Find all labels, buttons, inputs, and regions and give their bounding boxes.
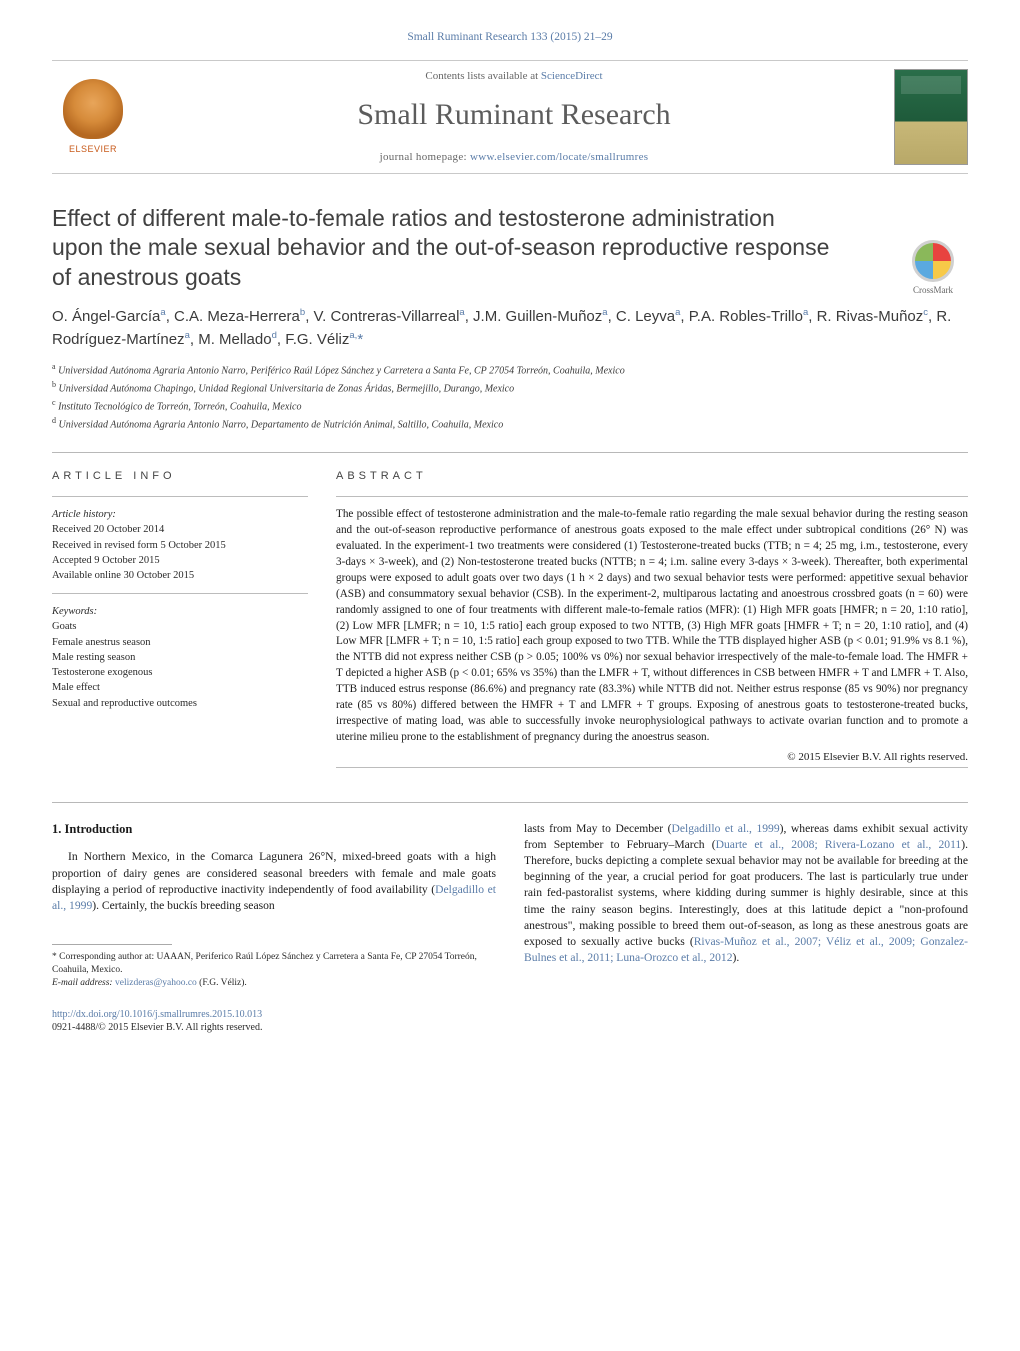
history-revised: Received in revised form 5 October 2015 — [52, 540, 226, 551]
corr-author-text: * Corresponding author at: UAAAN, Perife… — [52, 952, 477, 975]
divider — [336, 767, 968, 768]
publisher-logo-text: ELSEVIER — [69, 143, 117, 155]
intro-paragraph-right: lasts from May to December (Delgadillo e… — [524, 821, 968, 967]
intro-paragraph-left: In Northern Mexico, in the Comarca Lagun… — [52, 849, 496, 914]
abstract-text: The possible effect of testosterone admi… — [336, 507, 968, 746]
doi-block: http://dx.doi.org/10.1016/j.smallrumres.… — [52, 1008, 496, 1035]
affiliation-item: d Universidad Autónoma Agraria Antonio N… — [52, 415, 968, 433]
affiliation-item: a Universidad Autónoma Agraria Antonio N… — [52, 361, 968, 379]
sciencedirect-link[interactable]: ScienceDirect — [541, 70, 603, 82]
divider — [336, 496, 968, 497]
journal-name: Small Ruminant Research — [154, 95, 874, 136]
publisher-logo: ELSEVIER — [52, 72, 134, 162]
journal-citation: Small Ruminant Research 133 (2015) 21–29 — [52, 30, 968, 46]
intro-text-tail: ). Certainly, the buckís breeding season — [92, 899, 274, 912]
journal-homepage-link[interactable]: www.elsevier.com/locate/smallrumres — [470, 151, 648, 163]
intro-text: ). — [733, 951, 740, 964]
keyword-item: Goats — [52, 619, 308, 634]
email-label: E-mail address: — [52, 978, 115, 988]
abstract-head: ABSTRACT — [336, 469, 968, 484]
history-online: Available online 30 October 2015 — [52, 570, 194, 581]
keywords-block: Keywords: GoatsFemale anestrus seasonMal… — [52, 604, 308, 711]
elsevier-tree-icon — [63, 79, 123, 139]
issn-copyright-line: 0921-4488/© 2015 Elsevier B.V. All right… — [52, 1022, 262, 1033]
journal-header: ELSEVIER Contents lists available at Sci… — [52, 60, 968, 174]
crossmark-widget[interactable]: CrossMark — [898, 240, 968, 296]
keyword-item: Female anestrus season — [52, 635, 308, 650]
affiliation-item: c Instituto Tecnológico de Torreón, Torr… — [52, 397, 968, 415]
homepage-prefix: journal homepage: — [380, 151, 470, 163]
doi-link[interactable]: http://dx.doi.org/10.1016/j.smallrumres.… — [52, 1009, 262, 1020]
abstract-copyright: © 2015 Elsevier B.V. All rights reserved… — [336, 750, 968, 765]
journal-homepage-line: journal homepage: www.elsevier.com/locat… — [154, 150, 874, 165]
section-heading-introduction: 1. Introduction — [52, 821, 496, 838]
footnote-separator — [52, 944, 172, 945]
affiliation-item: b Universidad Autónoma Chapingo, Unidad … — [52, 379, 968, 397]
article-history: Article history: Received 20 October 201… — [52, 507, 308, 583]
keyword-item: Male resting season — [52, 650, 308, 665]
history-received: Received 20 October 2014 — [52, 524, 164, 535]
email-author: (F.G. Véliz). — [197, 978, 247, 988]
history-accepted: Accepted 9 October 2015 — [52, 555, 160, 566]
intro-text: ). Therefore, bucks depicting a complete… — [524, 838, 968, 948]
crossmark-icon — [912, 240, 954, 282]
affiliation-list: a Universidad Autónoma Agraria Antonio N… — [52, 361, 968, 432]
contents-available-line: Contents lists available at ScienceDirec… — [154, 69, 874, 84]
history-head: Article history: — [52, 509, 116, 520]
journal-cover-thumbnail — [894, 69, 968, 165]
keyword-item: Male effect — [52, 680, 308, 695]
divider — [52, 496, 308, 497]
intro-text: lasts from May to December ( — [524, 822, 671, 835]
divider — [52, 593, 308, 594]
article-title: Effect of different male-to-female ratio… — [52, 204, 831, 292]
author-list: O. Ángel-Garcíaa, C.A. Meza-Herrerab, V.… — [52, 306, 968, 351]
corr-author-email[interactable]: velizderas@yahoo.co — [115, 978, 197, 988]
crossmark-label: CrossMark — [913, 285, 953, 295]
keywords-head: Keywords: — [52, 604, 308, 619]
citation-link[interactable]: Delgadillo et al., 1999 — [671, 822, 779, 835]
contents-prefix: Contents lists available at — [425, 70, 540, 82]
keyword-item: Sexual and reproductive outcomes — [52, 696, 308, 711]
keyword-item: Testosterone exogenous — [52, 665, 308, 680]
citation-link[interactable]: Duarte et al., 2008; Rivera-Lozano et al… — [716, 838, 962, 851]
corresponding-author-footnote: * Corresponding author at: UAAAN, Perife… — [52, 951, 496, 989]
intro-text: In Northern Mexico, in the Comarca Lagun… — [52, 850, 496, 895]
article-info-head: ARTICLE INFO — [52, 469, 308, 484]
